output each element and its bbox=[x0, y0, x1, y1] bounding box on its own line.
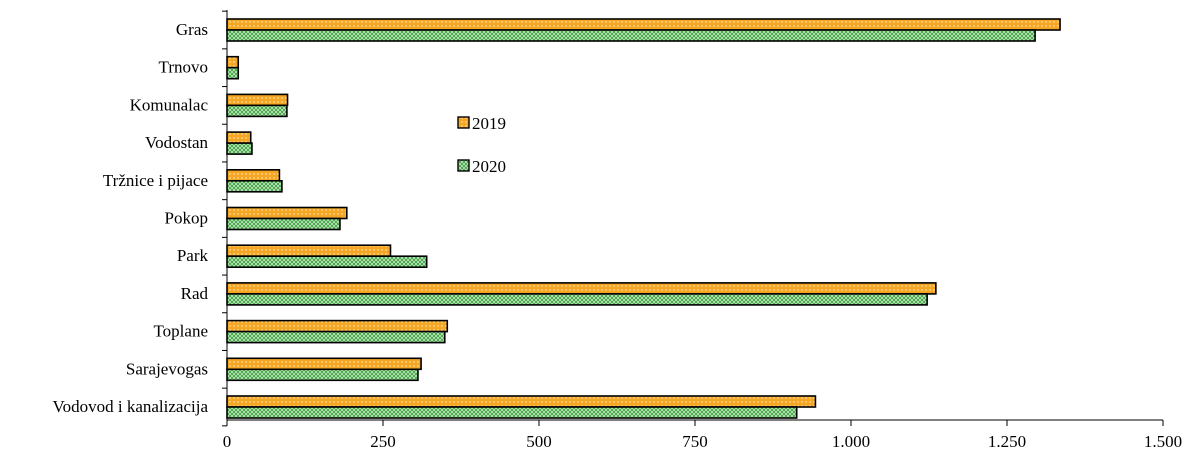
bar-2020-5 bbox=[226, 217, 341, 231]
bar-2020-2 bbox=[226, 104, 288, 118]
bar-2019-0 bbox=[226, 18, 1061, 31]
bar-2020-8 bbox=[226, 330, 446, 344]
category-label: Vodovod i kanalizacija bbox=[53, 397, 209, 416]
bar-2019-7 bbox=[226, 282, 937, 295]
bar-2019-8 bbox=[226, 319, 449, 333]
x-tick-label: 1.500 bbox=[1144, 432, 1182, 451]
category-label: Gras bbox=[176, 20, 208, 39]
bar-2020-7 bbox=[226, 293, 928, 306]
bar-2019-1 bbox=[226, 55, 240, 69]
category-label: Trnovo bbox=[159, 58, 208, 77]
x-tick-label: 1.250 bbox=[988, 432, 1026, 451]
x-tick-label: 750 bbox=[682, 432, 708, 451]
bar-2020-4 bbox=[226, 180, 283, 193]
bar-2019-3 bbox=[226, 131, 252, 144]
bar-2020-3 bbox=[226, 142, 253, 155]
plot-area: Gras Trnovo Komunalac Vodostan Tržnice i pij… bbox=[53, 10, 1182, 451]
legend-swatch-2020 bbox=[457, 159, 470, 172]
bar-2019-5 bbox=[226, 206, 348, 220]
category-label: Rad bbox=[181, 284, 209, 303]
bar-2019-4 bbox=[226, 169, 281, 182]
bar-2019-9 bbox=[226, 357, 422, 371]
x-tick-label: 250 bbox=[370, 432, 396, 451]
category-label: Sarajevogas bbox=[126, 359, 208, 378]
bar-2019-10 bbox=[226, 395, 817, 408]
bar-2020-10 bbox=[226, 406, 798, 419]
category-label: Pokop bbox=[165, 209, 208, 228]
bar-2020-1 bbox=[226, 66, 240, 80]
bar-2020-0 bbox=[226, 29, 1036, 42]
x-tick-label: 1.000 bbox=[832, 432, 870, 451]
legend-label-2019: 2019 bbox=[472, 114, 506, 133]
category-label: Tržnice i pijace bbox=[103, 171, 208, 190]
x-tick-label: 0 bbox=[223, 432, 232, 451]
bar-2020-9 bbox=[226, 368, 419, 382]
category-label: Komunalac bbox=[130, 95, 209, 114]
legend-label-2020: 2020 bbox=[472, 157, 506, 176]
category-label: Park bbox=[177, 246, 209, 265]
bar-2019-6 bbox=[226, 244, 392, 257]
category-label: Toplane bbox=[153, 322, 208, 341]
x-tick-label: 500 bbox=[526, 432, 552, 451]
bar-2020-6 bbox=[226, 255, 428, 269]
category-label: Vodostan bbox=[145, 133, 208, 152]
bar-2019-2 bbox=[226, 93, 289, 107]
legend-swatch-2019 bbox=[457, 116, 470, 129]
